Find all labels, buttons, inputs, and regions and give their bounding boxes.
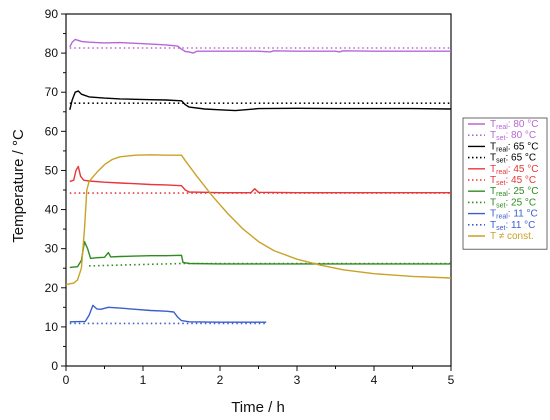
y-axis-title: Temperature / °C	[10, 129, 27, 243]
legend-box	[462, 117, 548, 250]
legend-label: T ≠ const.	[490, 231, 534, 242]
y-tick-label: 80	[45, 46, 59, 60]
y-tick-label: 90	[45, 7, 59, 21]
y-tick-label: 20	[45, 281, 59, 295]
y-tick-label: 30	[45, 242, 59, 256]
x-tick-label: 5	[448, 373, 455, 387]
y-tick-label: 50	[45, 163, 59, 177]
series-line	[69, 90, 452, 112]
legend-label: Tset: 45 °C	[490, 175, 536, 187]
x-tick-label: 2	[217, 373, 224, 387]
series-line	[69, 38, 451, 54]
legend-label: Treal: 25 °C	[490, 186, 538, 198]
legend-label: Tset: 11 °C	[490, 220, 535, 232]
y-tick-label: 40	[45, 203, 59, 217]
series-line	[69, 165, 451, 194]
y-tick-label: 10	[45, 320, 59, 334]
series-line	[69, 240, 451, 269]
legend-label: Treal: 11 °C	[490, 209, 538, 221]
legend-label: Treal: 80 °C	[490, 119, 538, 131]
x-tick-label: 1	[140, 373, 147, 387]
y-tick-label: 70	[45, 85, 59, 99]
x-tick-label: 0	[63, 373, 70, 387]
legend-label: Treal: 65 °C	[490, 141, 538, 153]
x-axis-title: Time / h	[231, 399, 285, 416]
y-tick-label: 60	[45, 124, 59, 138]
legend-label: Tset: 25 °C	[490, 197, 536, 209]
series-line	[69, 304, 267, 323]
legend-label: Tset: 80 °C	[490, 130, 536, 142]
series-layer	[65, 38, 452, 325]
legend-label: Tset: 65 °C	[490, 153, 536, 165]
legend-label: Treal: 45 °C	[490, 164, 538, 176]
y-tick-label: 0	[51, 359, 58, 373]
series-line	[65, 154, 452, 286]
plot-frame	[65, 13, 452, 367]
x-tick-label: 3	[294, 373, 301, 387]
x-tick-label: 4	[371, 373, 378, 387]
